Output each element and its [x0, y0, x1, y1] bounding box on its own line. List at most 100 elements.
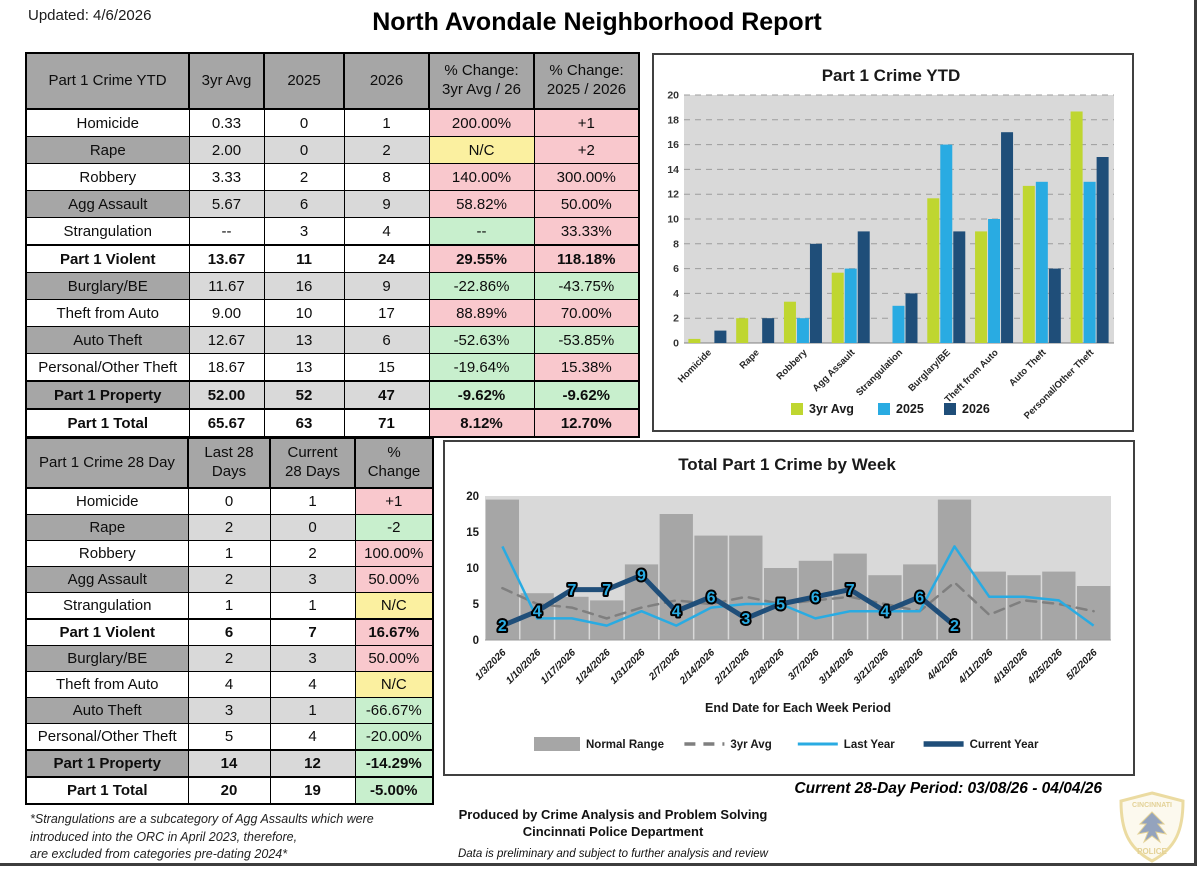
current-year-data-label: 2 — [498, 618, 507, 635]
x-tick-label: 1/31/2026 — [608, 647, 648, 687]
table-row: Agg Assault 2 3 50.00% — [25, 566, 434, 593]
x-tick-label: 4/18/2026 — [990, 647, 1030, 687]
legend-swatch — [944, 403, 956, 415]
crime-category-cell: Burglary/BE — [25, 645, 189, 672]
current-year-data-label: 7 — [567, 582, 576, 599]
crime-category-cell: Part 1 Total — [25, 408, 190, 438]
ytd-crime-chart: Part 1 Crime YTD 0 2 4 6 8 10 12 14 16 18 20 Homicid… — [667, 66, 1114, 422]
x-tick-label: 1/24/2026 — [574, 647, 614, 687]
y-tick-label: 18 — [667, 114, 679, 126]
credits-block: Produced by Crime Analysis and Problem S… — [448, 807, 778, 860]
bar — [953, 231, 966, 343]
bar — [1035, 181, 1048, 343]
x-tick-label: 3/21/2026 — [852, 647, 892, 687]
percent-change-cell: N/C — [428, 136, 535, 164]
value-cell: -- — [188, 217, 265, 246]
legend-label: 3yr Avg — [730, 739, 771, 751]
column-header: Current 28 Days — [269, 437, 356, 489]
x-tick-label: Agg Assault — [811, 347, 858, 394]
x-axis-title: End Date for Each Week Period — [705, 701, 891, 715]
bar — [736, 318, 749, 343]
column-header: % Change: 2025 / 2026 — [533, 52, 640, 110]
crime-category-cell: Personal/Other Theft — [25, 353, 190, 382]
x-tick-label: Robbery — [775, 347, 811, 383]
percent-change-cell: N/C — [354, 671, 434, 698]
value-cell: 18.67 — [188, 353, 265, 382]
bar — [1048, 268, 1061, 343]
percent-change-cell: 8.12% — [428, 408, 535, 438]
percent-change-cell: -5.00% — [354, 776, 434, 805]
legend-swatch — [791, 403, 803, 415]
legend-label: 2026 — [962, 402, 990, 416]
crime-category-cell: Part 1 Violent — [25, 244, 190, 273]
column-header: 2025 — [263, 52, 345, 110]
y-tick-label: 5 — [473, 599, 480, 611]
crime-category-cell: Rape — [25, 136, 190, 164]
y-tick-label: 0 — [473, 635, 479, 647]
value-cell: 2 — [263, 163, 345, 191]
x-tick-label: 4/25/2026 — [1025, 647, 1065, 687]
value-cell: 9.00 — [188, 299, 265, 327]
bar — [1083, 181, 1096, 343]
percent-change-cell: 58.82% — [428, 190, 535, 218]
bar — [714, 330, 727, 343]
y-tick-label: 4 — [673, 288, 679, 300]
current-year-data-label: 7 — [846, 582, 855, 599]
percent-change-cell: -2 — [354, 514, 434, 541]
x-tick-label: Homicide — [676, 347, 714, 385]
bar — [796, 318, 809, 343]
table-row: Burglary/BE 2 3 50.00% — [25, 645, 434, 672]
bar — [809, 243, 822, 343]
bar — [1001, 132, 1014, 343]
value-cell: 14 — [187, 749, 271, 778]
value-cell: 2 — [187, 514, 271, 541]
weekly-crime-chart-box: Total Part 1 Crime by Week 0 5 10 15 20 2 4 7 7 9 4… — [443, 440, 1135, 776]
crime-category-cell: Strangulation — [25, 592, 189, 620]
column-header: 3yr Avg — [188, 52, 265, 110]
bar — [905, 293, 918, 343]
table-row: Part 1 Total 65.67 63 71 8.12% 12.70% — [25, 408, 640, 438]
percent-change-cell: -14.29% — [354, 749, 434, 778]
x-tick-label: 1/17/2026 — [539, 647, 579, 687]
x-tick-label: 1/10/2026 — [504, 647, 544, 687]
crime-category-cell: Part 1 Property — [25, 749, 189, 778]
y-tick-label: 16 — [667, 139, 679, 151]
value-cell: 1 — [269, 487, 356, 515]
table-row: Part 1 Violent 13.67 11 24 29.55% 118.18% — [25, 244, 640, 273]
value-cell: 17 — [343, 299, 430, 327]
value-cell: 65.67 — [188, 408, 265, 438]
28day-table-header-row: Part 1 Crime 28 Day Last 28 Days Current 2… — [25, 437, 434, 489]
current-year-line — [499, 572, 957, 629]
percent-change-cell: -43.75% — [533, 272, 640, 300]
percent-change-cell: 50.00% — [354, 566, 434, 593]
value-cell: 11.67 — [188, 272, 265, 300]
percent-change-cell: -22.86% — [428, 272, 535, 300]
percent-change-cell: 29.55% — [428, 244, 535, 273]
value-cell: 5 — [187, 723, 271, 751]
normal-range-bar — [729, 535, 763, 640]
value-cell: 6 — [343, 326, 430, 354]
table-row: Part 1 Violent 6 7 16.67% — [25, 618, 434, 646]
value-cell: 7 — [269, 618, 356, 646]
percent-change-cell: -19.64% — [428, 353, 535, 382]
bar — [940, 144, 953, 343]
table-row: Personal/Other Theft 18.67 13 15 -19.64% 15.3… — [25, 353, 640, 382]
current-year-data-label: 2 — [950, 618, 959, 635]
value-cell: 9 — [343, 272, 430, 300]
value-cell: 1 — [187, 540, 271, 567]
x-tick-label: 2/14/2026 — [677, 647, 717, 687]
badge-city-text: CINCINNATI — [1132, 802, 1172, 809]
page-title: North Avondale Neighborhood Report — [372, 8, 822, 36]
column-header: % Change: 3yr Avg / 26 — [428, 52, 535, 110]
x-tick-label: 2/21/2026 — [712, 647, 752, 687]
table-row: Burglary/BE 11.67 16 9 -22.86% -43.75% — [25, 272, 640, 300]
value-cell: 52 — [263, 380, 345, 410]
value-cell: 47 — [343, 380, 430, 410]
bar — [988, 219, 1001, 343]
percent-change-cell: 70.00% — [533, 299, 640, 327]
legend-label: 2025 — [896, 402, 924, 416]
x-tick-label: Auto Theft — [1007, 347, 1049, 389]
value-cell: 1 — [269, 592, 356, 620]
table-row: Part 1 Total 20 19 -5.00% — [25, 776, 434, 805]
crime-category-cell: Agg Assault — [25, 190, 190, 218]
